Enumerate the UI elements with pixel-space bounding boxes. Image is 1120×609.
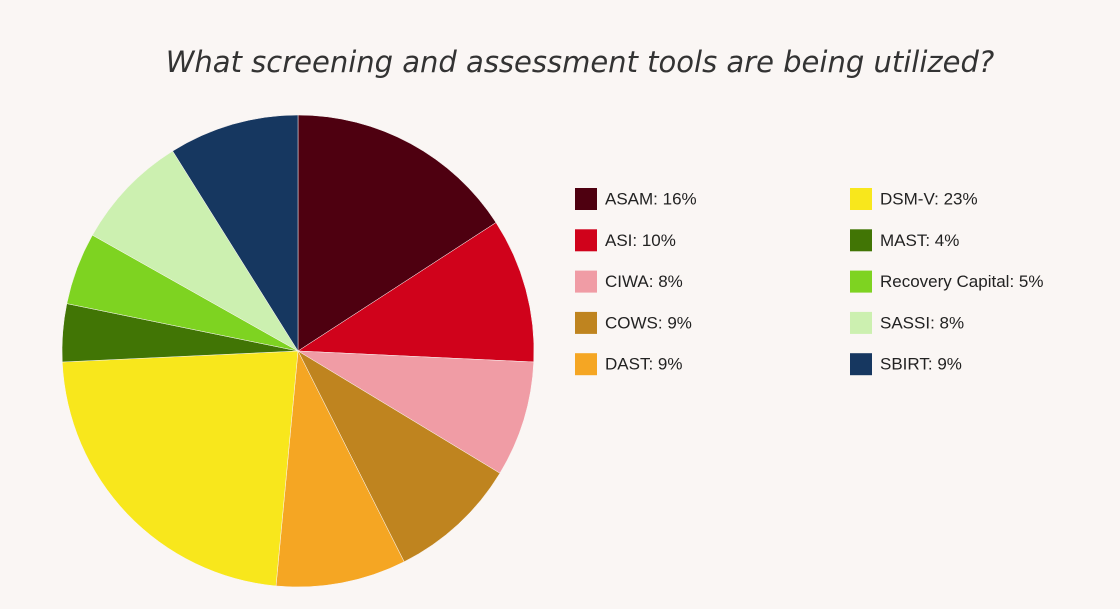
pie-slice [92, 150, 299, 352]
legend-label: ASAM: 16% [605, 189, 697, 208]
legend-label: SBIRT: 9% [880, 355, 962, 374]
legend-swatch [575, 270, 597, 293]
legend-swatch [850, 229, 872, 252]
pie-slice [297, 350, 501, 563]
legend-swatch [575, 188, 597, 210]
pie-slice [275, 350, 405, 588]
pie-slice [172, 114, 299, 352]
legend-label: SASSI: 8% [880, 313, 964, 332]
pie-slice [297, 114, 497, 352]
legend-label: MAST: 4% [880, 231, 959, 250]
pie-slice [61, 350, 299, 587]
pie-slice [297, 350, 535, 474]
legend-swatch [575, 229, 597, 252]
legend-label: Recovery Capital: 5% [880, 272, 1043, 291]
legend-label: DAST: 9% [605, 355, 682, 374]
legend-label: COWS: 9% [605, 313, 692, 332]
legend-label: DSM-V: 23% [880, 189, 978, 208]
legend-swatch [575, 311, 597, 334]
legend-swatch [850, 188, 872, 210]
legend-label: ASI: 10% [605, 231, 676, 250]
chart-title: What screening and assessment tools are … [166, 45, 995, 79]
legend-swatch [850, 311, 872, 334]
legend-swatch [575, 353, 597, 376]
legend-swatch [850, 270, 872, 293]
pie-slice [297, 222, 535, 363]
legend-label: CIWA: 8% [605, 272, 683, 291]
legend-swatch [850, 353, 872, 376]
